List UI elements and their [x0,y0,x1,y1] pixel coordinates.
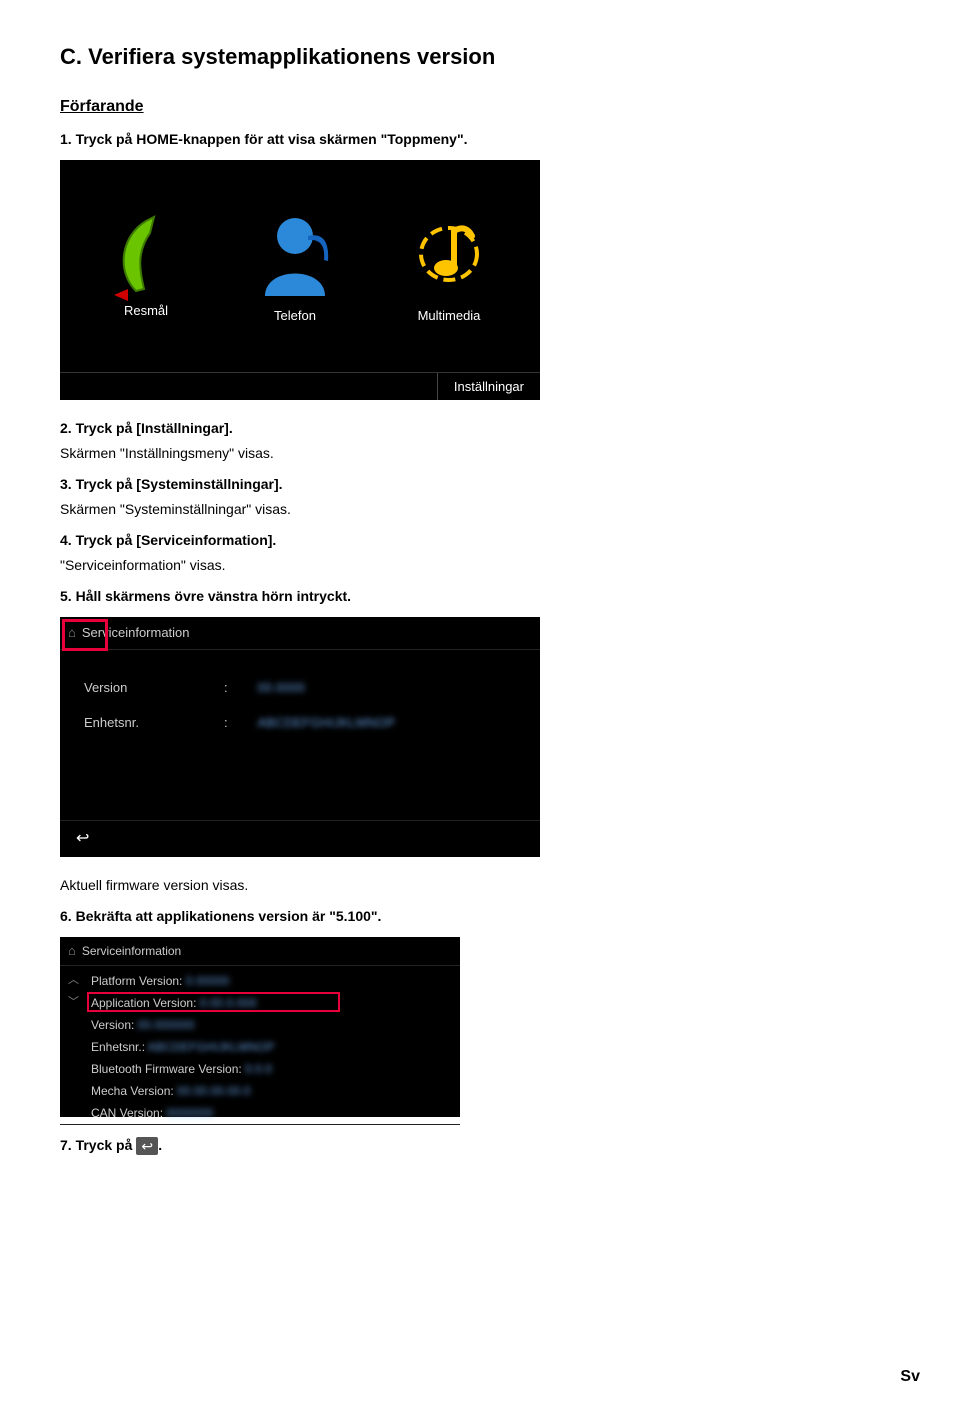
top-menu-label-resmal: Resmål [124,301,168,321]
service-info-body: Version : 00.0000 Enhetsnr. : ABCDEFGHIJ… [60,650,540,821]
app-version-list: Platform Version: 0.00000 Application Ve… [83,970,460,1124]
app-version-header: ⌂ Serviceinformation [60,937,460,966]
screenshot-top-menu: Resmål Telefon Multimedia [60,160,540,400]
service-info-label-enhetsnr: Enhetsnr. [84,713,194,733]
step-3-num: 3. [60,474,72,495]
app-version-value-enhetsnr: ABCDEFGHIJKLMNOP [148,1040,275,1054]
service-info-colon: : [224,678,228,698]
step-3-body: Skärmen "Systeminställningar" visas. [60,499,900,520]
step-7-num: 7. [60,1135,72,1156]
step-2: 2. Tryck på [Inställningar]. [60,418,900,439]
app-version-value-can: 0000000 [166,1106,213,1120]
app-version-value-version: 00.000000 [138,1018,195,1032]
app-version-row-enhetsnr: Enhetsnr.: ABCDEFGHIJKLMNOP [83,1036,460,1058]
app-version-row-mecha: Mecha Version: 00.00.00.00.0 [83,1080,460,1102]
app-version-row-platform: Platform Version: 0.00000 [83,970,460,992]
app-version-body: ︿ ﹀ Platform Version: 0.00000 Applicatio… [60,966,460,1124]
step-3: 3. Tryck på [Systeminställningar]. [60,474,900,495]
step-1-num: 1. [60,129,72,150]
step-1: 1. Tryck på HOME-knappen för att visa sk… [60,129,900,150]
step-2-num: 2. [60,418,72,439]
step-4: 4. Tryck på [Serviceinformation]. [60,530,900,551]
page-corner-label: Sv [900,1365,920,1389]
step-4-body: "Serviceinformation" visas. [60,555,900,576]
app-version-label-bluetooth: Bluetooth Firmware Version: [91,1062,242,1076]
highlight-application-version [87,992,340,1012]
app-version-value-mecha: 00.00.00.00.0 [177,1084,250,1098]
service-info-row-version: Version : 00.0000 [84,670,516,706]
app-version-label-version: Version: [91,1018,134,1032]
app-version-value-bluetooth: 0.0.0 [245,1062,272,1076]
top-menu-label-telefon: Telefon [274,306,316,326]
screenshot-service-info: ⌂ Serviceinformation Version : 00.0000 E… [60,617,540,857]
step-7-prefix: Tryck på [76,1137,133,1153]
scroll-down-icon[interactable]: ﹀ [68,994,79,1011]
service-info-colon2: : [224,713,228,733]
app-version-header-label: Serviceinformation [82,942,181,960]
step-3-text: Tryck på [Systeminställningar]. [76,476,283,492]
service-info-header: ⌂ Serviceinformation [60,617,540,650]
step-6-text: Bekräfta att applikationens version är "… [76,908,382,924]
screenshot-app-version: ⌂ Serviceinformation ︿ ﹀ Platform Versio… [60,937,460,1117]
step-7-suffix: . [158,1137,162,1153]
phone-icon [250,206,340,306]
app-version-row-bluetooth: Bluetooth Firmware Version: 0.0.0 [83,1058,460,1080]
inline-back-icon: ↩ [136,1137,158,1155]
app-version-label-can: CAN Version: [91,1106,163,1120]
top-menu-icons: Resmål Telefon Multimedia [60,160,540,372]
app-version-row-version: Version: 00.000000 [83,1014,460,1036]
app-version-label-enhetsnr: Enhetsnr.: [91,1040,145,1054]
scroll-arrows[interactable]: ︿ ﹀ [64,970,83,1124]
top-menu-divider: Inställningar [60,372,540,401]
top-menu-item-resmal[interactable]: Resmål [106,211,186,321]
music-icon [404,206,494,306]
step-6: 6. Bekräfta att applikationens version ä… [60,906,900,927]
top-menu-settings-button[interactable]: Inställningar [437,373,540,401]
service-info-row-enhetsnr: Enhetsnr. : ABCDEFGHIJKLMNOP [84,705,516,741]
home-icon-2[interactable]: ⌂ [68,941,76,961]
section-title: C. Verifiera systemapplikationens versio… [60,40,900,73]
step-2-body: Skärmen "Inställningsmeny" visas. [60,443,900,464]
top-menu-item-telefon[interactable]: Telefon [250,206,340,326]
step-4-num: 4. [60,530,72,551]
app-version-label-mecha: Mecha Version: [91,1084,174,1098]
step-5: 5. Håll skärmens övre vänstra hörn intry… [60,586,900,607]
highlight-corner-box [62,619,108,651]
step-5b-body: Aktuell firmware version visas. [60,875,900,896]
service-info-value-enhetsnr: ABCDEFGHIJKLMNOP [258,713,395,733]
step-5-text: Håll skärmens övre vänstra hörn intryckt… [76,588,351,604]
step-6-num: 6. [60,906,72,927]
step-5-num: 5. [60,586,72,607]
step-1-text: Tryck på HOME-knappen för att visa skärm… [76,131,468,147]
subtitle: Förfarande [60,95,900,119]
app-version-label-platform: Platform Version: [91,974,182,988]
step-4-text: Tryck på [Serviceinformation]. [76,532,277,548]
service-info-footer: ↩ [60,820,540,857]
app-version-row-can: CAN Version: 0000000 [83,1102,460,1124]
scroll-up-icon[interactable]: ︿ [68,972,79,989]
app-version-value-platform: 0.00000 [186,974,229,988]
app-version-row-application: Application Version: 0.00.0.000 [83,992,460,1014]
back-icon[interactable]: ↩ [76,827,89,851]
destination-icon [106,211,186,301]
top-menu-item-multimedia[interactable]: Multimedia [404,206,494,326]
service-info-label-version: Version [84,678,194,698]
step-2-text: Tryck på [Inställningar]. [76,420,233,436]
service-info-value-version: 00.0000 [258,678,305,698]
top-menu-label-multimedia: Multimedia [418,306,481,326]
